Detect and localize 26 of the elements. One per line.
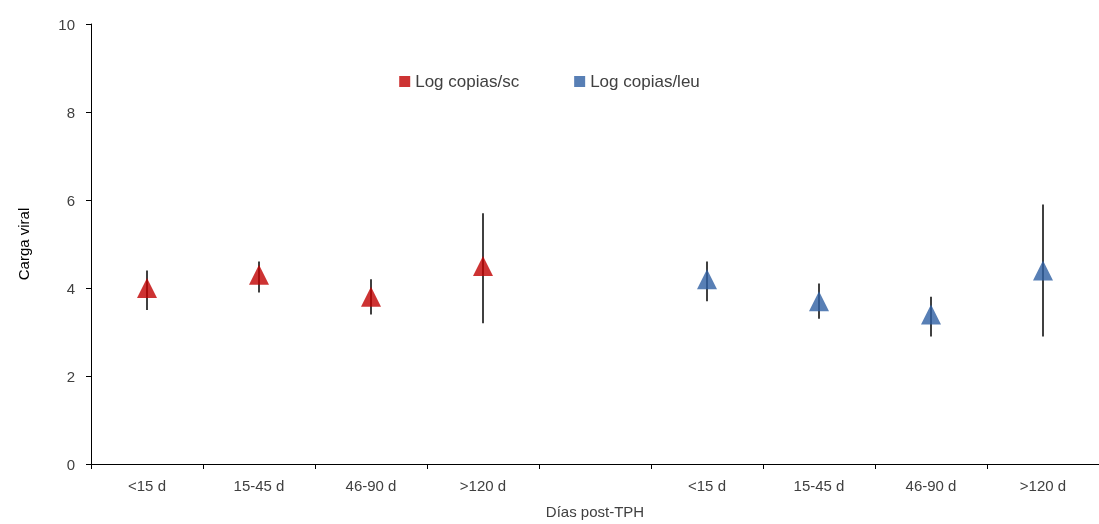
point xyxy=(921,304,941,325)
point xyxy=(249,264,269,285)
x-tick-label: 15-45 d xyxy=(793,477,845,494)
x-tick-label: 46-90 d xyxy=(345,477,397,494)
point xyxy=(137,278,157,298)
x-tick-label: <15 d xyxy=(688,477,726,494)
y-tick-label: 0 xyxy=(66,455,75,473)
point xyxy=(809,291,829,312)
legend-label: Log copias/sc xyxy=(415,72,520,91)
y-tick-label: 2 xyxy=(66,367,75,385)
point xyxy=(361,286,381,307)
x-tick-label: 46-90 d xyxy=(905,477,957,494)
x-tick-label: 15-45 d xyxy=(233,477,285,494)
y-tick-label: 10 xyxy=(58,15,75,33)
legend-label: Log copias/leu xyxy=(590,72,700,91)
point xyxy=(1033,260,1053,281)
point xyxy=(473,256,493,276)
x-tick-label: <15 d xyxy=(128,477,166,494)
y-axis-title: Carga viral xyxy=(15,207,32,281)
y-tick-label: 8 xyxy=(66,103,75,121)
x-tick-label: >120 d xyxy=(1019,477,1067,494)
y-tick-label: 4 xyxy=(66,279,75,297)
y-tick-label: 6 xyxy=(66,191,75,209)
x-tick-label: >120 d xyxy=(459,477,507,494)
x-axis-title: Días post-TPH xyxy=(545,503,645,520)
point xyxy=(697,269,717,290)
